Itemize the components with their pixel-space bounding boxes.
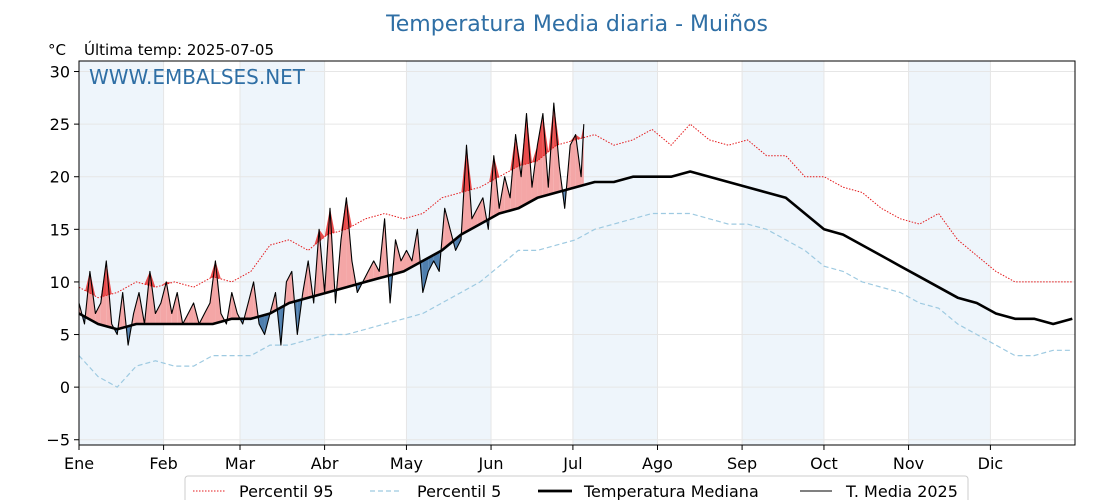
anomaly-fill: [477, 197, 483, 226]
extreme-fill: [510, 134, 516, 171]
anomaly-fill: [504, 176, 511, 213]
month-bands: [79, 61, 991, 445]
x-tick-label: May: [390, 454, 423, 473]
extreme-fill: [542, 113, 549, 157]
anomaly-fill: [155, 302, 161, 325]
month-band: [239, 61, 325, 445]
extreme-fill: [537, 113, 543, 161]
x-tick-label: Oct: [810, 454, 838, 473]
legend-label-median: Temperatura Mediana: [583, 482, 759, 500]
extreme-fill: [346, 197, 352, 230]
anomaly-fill: [204, 302, 210, 325]
legend-label-p95: Percentil 95: [239, 482, 334, 500]
watermark: WWW.EMBALSES.NET: [89, 65, 306, 89]
x-tick-label: Ago: [642, 454, 673, 473]
x-tick-label: Sep: [727, 454, 757, 473]
y-tick-label: 10: [50, 273, 70, 292]
extreme-fill: [461, 145, 467, 193]
series-lines: [78, 102, 1073, 388]
chart-title: Temperatura Media diaria - Muiños: [385, 12, 768, 37]
x-tick-label: Feb: [149, 454, 177, 473]
anomaly-fill: [471, 208, 478, 229]
month-band: [572, 61, 658, 445]
anomaly-fill: [188, 302, 194, 325]
anomaly-fill: [133, 292, 140, 325]
legend-box: [184, 475, 969, 500]
x-tick-label: Jun: [478, 454, 504, 473]
extreme-fill: [575, 134, 582, 140]
extreme-fill: [160, 281, 167, 286]
last-update-label: Última temp: 2025-07-05: [84, 40, 274, 59]
x-tick-label: Dic: [978, 454, 1004, 473]
unit-label: °C: [48, 41, 66, 59]
month-band: [908, 61, 991, 445]
y-tick-label: 25: [50, 115, 70, 134]
anomaly-fill: [160, 281, 167, 325]
plot-frame: [78, 60, 1076, 446]
y-tick-label: 0: [60, 378, 70, 397]
month-band: [406, 61, 492, 445]
anomaly-fill: [248, 281, 254, 319]
x-tick-label: Jul: [562, 454, 582, 473]
extreme-fill: [319, 229, 325, 242]
anomaly-fill: [259, 314, 265, 335]
series-line-mean2025: [78, 102, 585, 346]
month-band: [79, 61, 164, 445]
y-tick-label: 15: [50, 220, 70, 239]
anomaly-fill: [428, 254, 434, 272]
month-band: [742, 61, 824, 445]
anomaly-fill: [395, 239, 401, 274]
anomaly-fill: [171, 292, 178, 325]
x-tick-label: Ene: [64, 454, 94, 473]
legend-label-p5: Percentil 5: [417, 482, 501, 500]
anomaly-fill: [368, 260, 374, 282]
anomaly-fill: [433, 251, 440, 272]
anomaly-fill: [95, 302, 101, 325]
x-tick-label: Mar: [225, 454, 256, 473]
anomaly-fill: [373, 260, 380, 280]
anomaly-fill: [444, 208, 451, 249]
y-axis-ticks: −5 0 5 10 15 20 25 30: [46, 63, 79, 450]
y-tick-label: −5: [46, 431, 70, 450]
legend-label-mean2025: T. Media 2025: [845, 482, 958, 500]
x-tick-label: Abr: [311, 454, 339, 473]
extreme-fill: [89, 271, 96, 297]
x-axis-ticks: Ene Feb Mar Abr May Jun Jul Ago Sep Oct Nov Dic: [64, 445, 1003, 473]
y-tick-label: 20: [50, 168, 70, 187]
extreme-fill: [570, 134, 576, 142]
anomaly-fill: [570, 134, 576, 189]
series-line-p5: [78, 212, 1073, 388]
y-tick-label: 30: [50, 63, 70, 82]
anomaly-fill: [422, 257, 429, 293]
anomaly-fill: [406, 250, 412, 270]
y-tick-label: 5: [60, 326, 70, 345]
legend: Percentil 95 Percentil 5 Temperatura Med…: [184, 475, 969, 500]
series-line-p95: [78, 123, 1073, 299]
extreme-fill: [106, 260, 112, 296]
anomaly-fill: [400, 250, 407, 273]
x-tick-label: Nov: [893, 454, 924, 473]
extreme-fill: [548, 103, 554, 152]
